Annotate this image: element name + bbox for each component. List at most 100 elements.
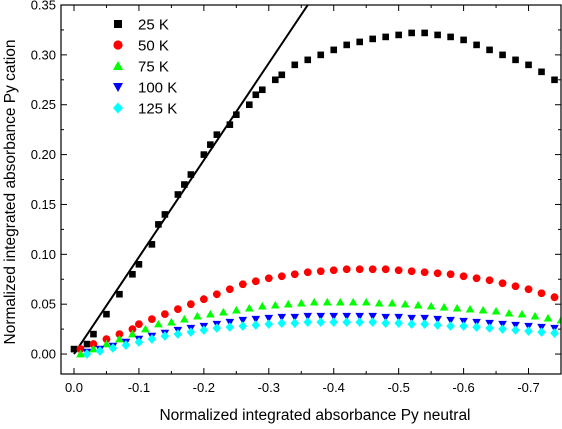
data-point	[167, 317, 176, 326]
series-75k	[76, 297, 561, 358]
legend-marker	[114, 20, 122, 28]
data-point	[381, 265, 390, 274]
data-point	[525, 61, 532, 69]
data-point	[394, 313, 403, 322]
data-point	[356, 38, 364, 46]
data-point	[420, 314, 429, 323]
data-point	[329, 266, 338, 275]
y-tick-label: 0.35	[31, 0, 56, 13]
data-point	[537, 289, 546, 298]
y-tick-label: 0.05	[31, 297, 56, 312]
data-point	[148, 241, 156, 248]
data-point	[135, 260, 143, 268]
data-point	[277, 313, 287, 322]
data-point	[355, 312, 365, 321]
legend-marker	[113, 102, 123, 114]
data-point	[102, 335, 111, 343]
data-point	[83, 340, 91, 348]
data-point	[155, 221, 162, 228]
x-tick-label: -0.5	[387, 380, 409, 395]
data-point	[361, 297, 371, 306]
legend-label: 125 K	[138, 101, 177, 118]
data-point	[459, 272, 468, 281]
data-point	[330, 46, 338, 54]
data-point	[115, 330, 124, 339]
data-point	[543, 313, 553, 322]
data-point	[512, 56, 519, 64]
data-point	[394, 266, 403, 275]
data-point	[447, 33, 454, 41]
data-point	[290, 313, 300, 322]
data-point	[147, 334, 157, 344]
data-point	[199, 325, 209, 335]
data-point	[219, 307, 228, 316]
data-point	[238, 316, 248, 325]
data-point	[278, 71, 286, 79]
data-point	[556, 315, 561, 324]
data-point	[116, 290, 123, 298]
data-point	[309, 297, 319, 306]
data-point	[89, 344, 98, 353]
data-point	[200, 151, 208, 158]
data-point	[420, 268, 429, 277]
data-point	[76, 349, 85, 358]
data-point	[103, 310, 110, 318]
data-point	[283, 299, 293, 308]
data-point	[530, 311, 540, 320]
data-point	[355, 317, 365, 327]
data-point	[465, 304, 475, 313]
data-point	[517, 309, 527, 318]
data-point	[485, 323, 494, 333]
data-point	[264, 319, 274, 329]
data-point	[381, 318, 390, 328]
data-point	[277, 272, 286, 281]
data-point	[199, 295, 208, 304]
data-point	[524, 326, 533, 336]
data-point	[446, 270, 455, 279]
data-point	[258, 86, 266, 94]
data-point	[186, 300, 195, 309]
data-point	[246, 101, 253, 109]
fit-line-layer	[73, 5, 309, 355]
data-point	[252, 91, 260, 99]
legend-label: 100 K	[138, 80, 177, 97]
data-point	[407, 319, 416, 329]
data-point	[374, 298, 384, 307]
data-point	[212, 323, 222, 333]
data-point	[181, 181, 188, 188]
data-point	[115, 334, 124, 343]
data-point	[551, 76, 558, 84]
data-point	[498, 324, 507, 334]
data-point	[303, 317, 313, 327]
linear-fit-line	[73, 5, 309, 355]
x-tick-label: -0.2	[193, 380, 215, 395]
data-point	[459, 321, 468, 331]
x-tick-label: -0.7	[517, 380, 539, 395]
data-point	[212, 290, 221, 299]
x-axis-label: Normalized integrated absorbance Py neut…	[159, 407, 470, 424]
y-tick-label: 0.25	[31, 97, 56, 112]
data-point	[421, 29, 428, 37]
data-point	[316, 317, 326, 327]
series-25k	[70, 29, 558, 353]
data-point	[434, 31, 441, 39]
data-point	[251, 320, 261, 330]
data-point	[342, 265, 351, 274]
data-point	[381, 313, 390, 322]
data-point	[395, 31, 402, 39]
x-tick-label: -0.3	[258, 380, 280, 395]
data-point	[226, 121, 234, 128]
data-point	[400, 299, 410, 308]
data-point	[89, 340, 98, 348]
data-point	[511, 325, 520, 335]
data-point	[206, 309, 215, 318]
data-point	[472, 274, 481, 283]
data-point	[174, 191, 182, 198]
data-point	[303, 312, 313, 321]
data-point	[343, 41, 351, 49]
data-point	[420, 319, 429, 329]
data-point	[238, 280, 247, 289]
data-point	[245, 303, 254, 312]
data-point	[433, 269, 442, 278]
